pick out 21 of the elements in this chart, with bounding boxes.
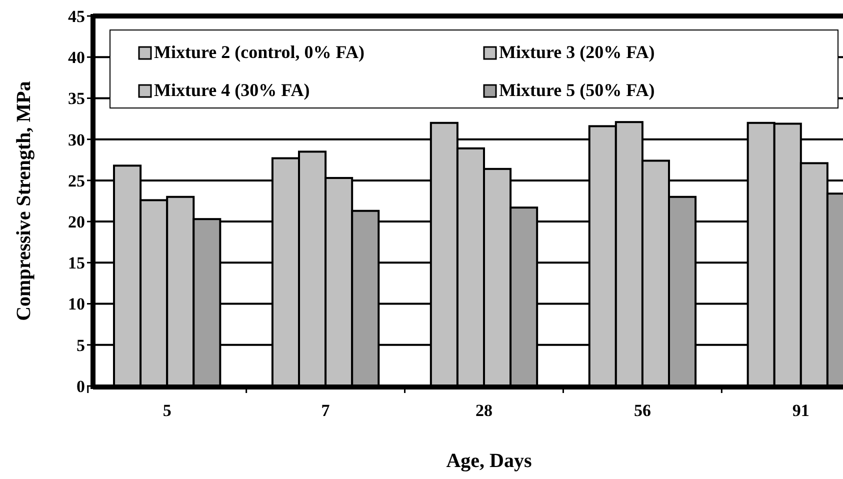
y-tick-label: 5 xyxy=(76,336,85,355)
legend-label: Mixture 5 (50% FA) xyxy=(499,80,655,100)
x-tick-label: 91 xyxy=(792,401,810,420)
legend-label: Mixture 2 (control, 0% FA) xyxy=(154,42,364,62)
x-axis-title: Age, Days xyxy=(446,450,532,472)
y-tick-label: 20 xyxy=(68,212,85,232)
x-tick-label: 28 xyxy=(476,401,492,420)
y-tick-label: 35 xyxy=(68,89,85,108)
y-tick-label: 45 xyxy=(68,6,85,26)
x-tick-label: 5 xyxy=(162,401,172,420)
y-tick-label: 15 xyxy=(68,254,85,273)
y-tick-label: 30 xyxy=(68,130,85,150)
y-tick-label: 10 xyxy=(68,294,85,314)
y-tick-label: 25 xyxy=(68,171,85,190)
y-axis-title: Compressive Strength, MPa xyxy=(13,81,35,321)
x-tick-label: 7 xyxy=(321,401,330,420)
y-tick-label: 0 xyxy=(76,376,85,396)
legend-label: Mixture 4 (30% FA) xyxy=(154,80,310,100)
legend-label: Mixture 3 (20% FA) xyxy=(499,42,655,62)
y-tick-label: 40 xyxy=(68,48,85,68)
x-tick-label: 56 xyxy=(634,401,651,420)
